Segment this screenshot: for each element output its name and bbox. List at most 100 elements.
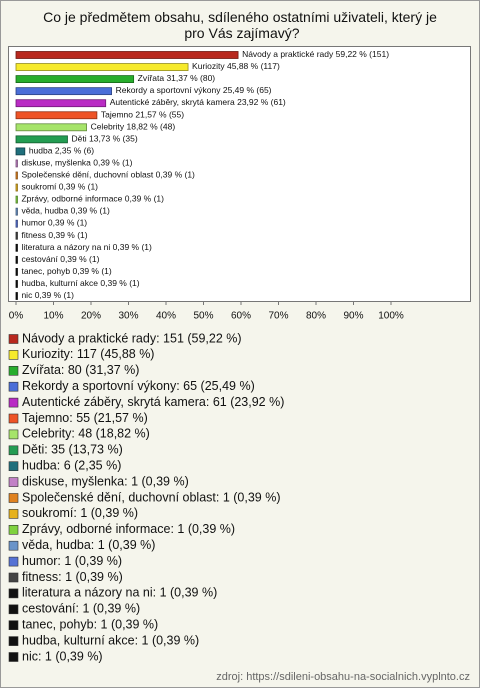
legend-swatch [8,652,19,662]
value-label: 0,39 % (1) [59,182,98,192]
bar-label: humor 0,39 % (1) [21,218,87,228]
source: zdroj: https://sdileni-obsahu-na-socialn… [216,671,470,683]
value-label: 0,39 % (1) [125,194,164,204]
legend-swatch [8,461,19,472]
legend-swatch [8,397,19,408]
legend-label: diskuse, myšlenka: 1 (0,39 %) [22,474,189,488]
category-label: hudba [29,146,53,156]
bar [15,75,135,83]
category-label: literatura a názory na ni [21,242,110,252]
category-label: humor [21,218,45,228]
value-label: 0,39 % (1) [71,206,110,216]
legend-label: humor: 1 (0,39 %) [22,554,122,568]
value-label: 0,39 % (1) [100,278,139,288]
legend-swatch [8,588,19,599]
legend-label: Celebrity: 48 (18,82 %) [22,427,150,441]
legend-swatch [8,604,19,615]
legend-label: Zvířata: 80 (31,37 %) [22,363,139,377]
x-tick-label: 10% [43,311,63,322]
legend-swatch [8,413,19,424]
legend-label: Autentické záběry, skrytá kamera: 61 (23… [22,395,284,409]
legend-label: Rekordy a sportovní výkony: 65 (25,49 %) [22,379,255,393]
bar [15,267,18,276]
bar-label: tanec, pohyb 0,39 % (1) [21,266,111,276]
legend-label: Kuriozity: 117 (45,88 %) [22,347,154,361]
value-label: 31,37 % (80) [166,73,215,83]
bar [15,280,18,288]
bar [15,63,189,71]
legend-swatch [8,477,19,487]
bar [15,207,18,216]
bar-label: soukromí 0,39 % (1) [21,182,98,192]
category-label: Zvířata [138,73,165,83]
value-label: 25,49 % (65) [223,85,272,95]
category-label: soukromí [21,182,57,192]
bar [15,111,98,120]
legend-label: tanec, pohyb: 1 (0,39 %) [22,617,158,631]
value-label: 13,73 % (35) [89,134,138,144]
category-label: fitness [21,230,46,240]
legend-label: nic: 1 (0,39 %) [22,649,103,663]
bar [15,123,87,132]
category-label: Celebrity [91,122,125,132]
legend-label: Tajemno: 55 (21,57 %) [22,411,148,425]
bar [15,231,18,240]
value-label: 0,39 % (1) [48,230,87,240]
legend-label: Děti: 35 (13,73 %) [22,443,123,457]
bar [15,159,18,168]
legend-swatch [8,381,19,392]
value-label: 59,22 % (151) [336,49,390,59]
x-tick-label: 0% [9,311,24,322]
value-label: 18,82 % (48) [126,122,175,132]
category-label: hudba, kulturní akce [21,278,98,288]
legend-label: Návody a praktické rady: 151 (59,22 %) [22,331,242,345]
category-label: Zprávy, odborné informace [21,194,122,204]
category-label: Společenské dění, duchovní oblast [21,170,153,180]
chart-title: Co je předmětem obsahu, sdíleného ostatn… [43,9,437,41]
bar-label: diskuse, myšlenka 0,39 % (1) [21,158,132,168]
value-label: 0,39 % (1) [73,266,112,276]
x-tick-label: 70% [268,311,288,322]
value-label: 0,39 % (1) [113,242,152,252]
bar-label: Kuriozity 45,88 % (117) [192,61,280,71]
category-label: Tajemno [101,110,133,120]
category-label: nic [21,290,33,300]
value-label: 0,39 % (1) [35,290,74,300]
value-label: 0,39 % (1) [93,158,132,168]
value-label: 23,92 % (61) [237,97,286,107]
legend-swatch [8,556,19,567]
value-label: 21,57 % (55) [135,110,184,120]
bar-label: Celebrity 18,82 % (48) [91,122,176,132]
legend-swatch [8,334,19,344]
category-label: Autentické záběry, skrytá kamera [110,97,235,107]
bar [15,135,68,144]
category-label: Rekordy a sportovní výkony [116,85,222,95]
bar [15,183,18,192]
legend-swatch [8,636,19,646]
bar [15,255,18,264]
bar-label: věda, hudba 0,39 % (1) [21,206,110,216]
legend-label: věda, hudba: 1 (0,39 %) [22,538,155,552]
legend-label: hudba: 6 (2,35 %) [22,458,121,472]
category-label: Děti [71,134,86,144]
legend-label: fitness: 1 (0,39 %) [22,570,123,584]
bar-label: cestování 0,39 % (1) [21,254,99,264]
bar-label: fitness 0,39 % (1) [21,230,87,240]
category-label: Návody a praktické rady [242,49,334,59]
bar-label: Zprávy, odborné informace 0,39 % (1) [21,194,164,204]
legend-swatch [8,524,19,535]
value-label: 2,35 % (6) [55,146,94,156]
x-tick-label: 40% [156,311,176,322]
x-tick-label: 90% [343,311,363,322]
bar-label: literatura a názory na ni 0,39 % (1) [21,242,152,252]
bar [15,292,18,300]
x-tick-label: 80% [306,311,326,322]
bar-label: Společenské dění, duchovní oblast 0,39 %… [21,170,195,180]
x-tick-label: 30% [118,311,138,322]
legend-label: Zprávy, odborné informace: 1 (0,39 %) [22,522,235,536]
legend-label: cestování: 1 (0,39 %) [22,602,140,616]
bar-label: nic 0,39 % (1) [21,290,74,300]
bar-label: Tajemno 21,57 % (55) [101,110,184,120]
x-tick-label: 20% [81,311,101,322]
